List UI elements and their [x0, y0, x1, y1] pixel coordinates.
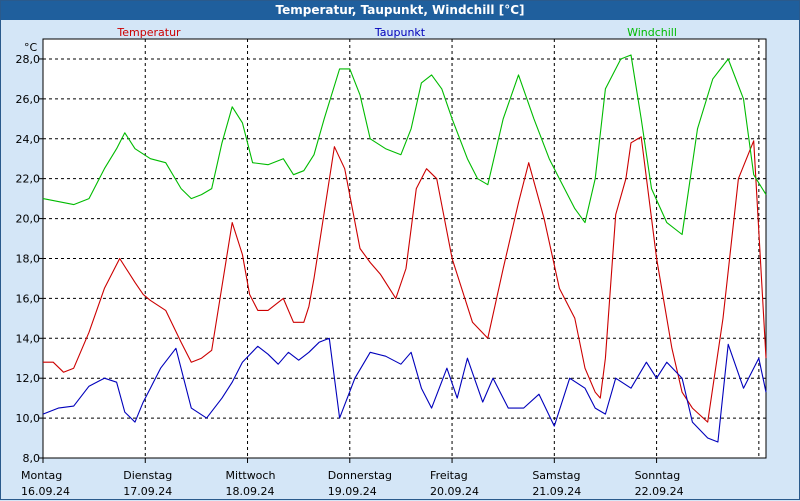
grid-lines: [43, 39, 766, 459]
y-tick-label: 16,0: [16, 292, 41, 305]
series-line-temperatur: [43, 136, 767, 423]
legend: Temperatur Taupunkt Windchill: [116, 26, 677, 39]
day-label: Donnerstag: [328, 469, 392, 482]
date-label: 20.09.24: [430, 485, 479, 498]
day-label: Freitag: [430, 469, 468, 482]
day-label: Mittwoch: [226, 469, 276, 482]
y-tick-label: 8,0: [23, 452, 41, 465]
y-axis: °C 8,0 10,0 12,0 14,0 16,0 18,0 20,0 22,0 24,0 26…: [16, 41, 43, 465]
date-label: 16.09.24: [21, 485, 70, 498]
y-tick-label: 18,0: [16, 252, 41, 265]
day-label: Montag: [21, 469, 62, 482]
y-tick-label: 22,0: [16, 173, 41, 186]
chart-title: Temperatur, Taupunkt, Windchill [°C]: [1, 1, 799, 20]
y-tick-label: 12,0: [16, 372, 41, 385]
date-label: 22.09.24: [635, 485, 684, 498]
y-tick-label: 26,0: [16, 93, 41, 106]
legend-temperatur: Temperatur: [116, 26, 181, 39]
y-tick-label: 10,0: [16, 412, 41, 425]
y-tick-label: 20,0: [16, 213, 41, 226]
day-label: Sonntag: [635, 469, 681, 482]
plot-area: [42, 38, 767, 459]
y-tick-label: 14,0: [16, 332, 41, 345]
series-group: [42, 54, 767, 443]
series-line-windchill: [42, 54, 767, 236]
y-unit-label: °C: [24, 41, 38, 54]
date-label: 17.09.24: [123, 485, 172, 498]
series-line-taupunkt: [42, 337, 767, 443]
day-label: Dienstag: [123, 469, 172, 482]
day-label: Samstag: [532, 469, 580, 482]
legend-windchill: Windchill: [627, 26, 677, 39]
y-tick-label: 28,0: [16, 53, 41, 66]
date-label: 18.09.24: [226, 485, 275, 498]
date-label: 19.09.24: [328, 485, 377, 498]
date-label: 21.09.24: [532, 485, 581, 498]
x-axis: Montag 16.09.24 Dienstag 17.09.24 Mittwoch 18…: [21, 458, 684, 498]
y-tick-label: 24,0: [16, 133, 41, 146]
legend-taupunkt: Taupunkt: [374, 26, 426, 39]
